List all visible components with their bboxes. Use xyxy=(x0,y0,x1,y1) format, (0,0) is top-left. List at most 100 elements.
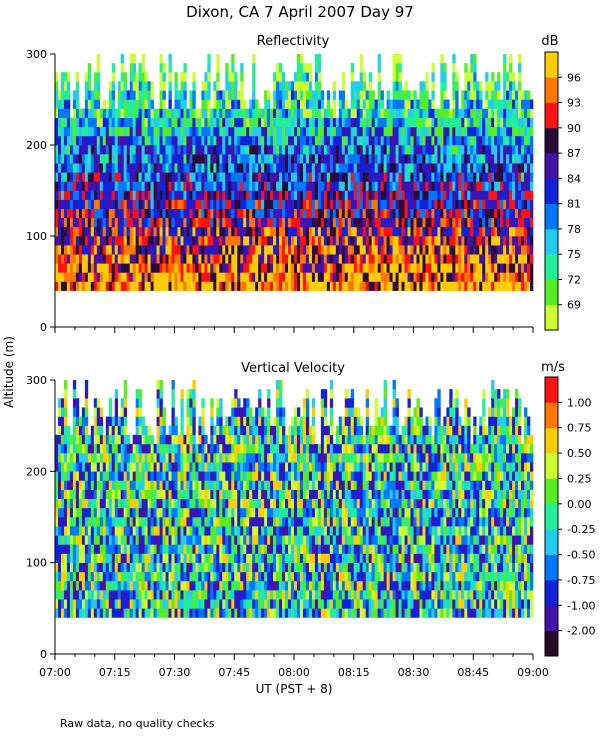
data-cell xyxy=(145,499,148,508)
data-cell xyxy=(449,163,452,172)
data-cell xyxy=(172,508,175,517)
data-cell xyxy=(157,380,160,389)
data-cell xyxy=(177,163,180,172)
data-cell xyxy=(94,145,97,154)
data-cell xyxy=(85,90,88,99)
data-cell xyxy=(234,90,237,99)
data-cell xyxy=(79,154,82,163)
data-cell xyxy=(393,54,396,63)
data-cell xyxy=(151,209,154,218)
data-cell xyxy=(231,282,234,291)
data-cell xyxy=(434,118,437,127)
data-cell xyxy=(58,590,61,599)
data-cell xyxy=(258,236,261,245)
data-cell xyxy=(515,272,518,281)
data-cell xyxy=(252,200,255,209)
data-cell xyxy=(384,245,387,254)
data-cell xyxy=(372,172,375,181)
data-cell xyxy=(414,181,417,190)
data-cell xyxy=(195,181,198,190)
data-cell xyxy=(411,263,414,272)
data-cell xyxy=(97,572,100,581)
data-cell xyxy=(330,218,333,227)
data-cell xyxy=(195,118,198,127)
data-cell xyxy=(396,191,399,200)
data-cell xyxy=(127,236,130,245)
data-cell xyxy=(180,599,183,608)
data-cell xyxy=(73,462,76,471)
data-cell xyxy=(363,236,366,245)
data-cell xyxy=(73,118,76,127)
data-cell xyxy=(109,282,112,291)
data-cell xyxy=(443,154,446,163)
data-cell xyxy=(422,191,425,200)
data-cell xyxy=(455,272,458,281)
data-cell xyxy=(491,100,494,109)
data-cell xyxy=(351,200,354,209)
data-cell xyxy=(494,227,497,236)
data-cell xyxy=(518,172,521,181)
data-cell xyxy=(342,282,345,291)
data-cell xyxy=(204,227,207,236)
data-cell xyxy=(201,254,204,263)
data-cell xyxy=(124,218,127,227)
data-cell xyxy=(518,81,521,90)
data-cell xyxy=(121,282,124,291)
data-cell xyxy=(369,272,372,281)
data-cell xyxy=(348,227,351,236)
data-cell xyxy=(369,145,372,154)
data-cell xyxy=(500,209,503,218)
data-cell xyxy=(512,282,515,291)
data-cell xyxy=(315,118,318,127)
data-cell xyxy=(76,453,79,462)
data-cell xyxy=(506,109,509,118)
data-cell xyxy=(461,236,464,245)
data-cell xyxy=(342,109,345,118)
data-cell xyxy=(61,90,64,99)
data-cell xyxy=(303,181,306,190)
data-cell xyxy=(240,181,243,190)
data-cell xyxy=(82,480,85,489)
data-cell xyxy=(449,209,452,218)
data-cell xyxy=(222,154,225,163)
data-cell xyxy=(225,218,228,227)
data-cell xyxy=(500,245,503,254)
data-cell xyxy=(73,236,76,245)
data-cell xyxy=(97,462,100,471)
data-cell xyxy=(79,200,82,209)
data-cell xyxy=(422,209,425,218)
data-cell xyxy=(419,109,422,118)
data-cell xyxy=(485,200,488,209)
data-cell xyxy=(157,471,160,480)
data-cell xyxy=(148,109,151,118)
data-cell xyxy=(384,145,387,154)
data-cell xyxy=(366,118,369,127)
data-cell xyxy=(503,245,506,254)
data-cell xyxy=(124,480,127,489)
data-cell xyxy=(204,480,207,489)
data-cell xyxy=(189,209,192,218)
data-cell xyxy=(354,218,357,227)
data-cell xyxy=(88,218,91,227)
data-cell xyxy=(82,453,85,462)
data-cell xyxy=(467,100,470,109)
data-cell xyxy=(186,227,189,236)
data-cell xyxy=(201,191,204,200)
data-cell xyxy=(172,453,175,462)
data-cell xyxy=(169,572,172,581)
data-cell xyxy=(133,72,136,81)
data-cell xyxy=(61,572,64,581)
data-cell xyxy=(288,145,291,154)
data-cell xyxy=(324,109,327,118)
data-cell xyxy=(103,554,106,563)
data-cell xyxy=(127,453,130,462)
data-cell xyxy=(166,526,169,535)
data-cell xyxy=(291,218,294,227)
data-cell xyxy=(154,462,157,471)
data-cell xyxy=(169,535,172,544)
data-cell xyxy=(91,209,94,218)
data-cell xyxy=(300,227,303,236)
data-cell xyxy=(183,563,186,572)
data-cell xyxy=(216,517,219,526)
data-cell xyxy=(294,100,297,109)
